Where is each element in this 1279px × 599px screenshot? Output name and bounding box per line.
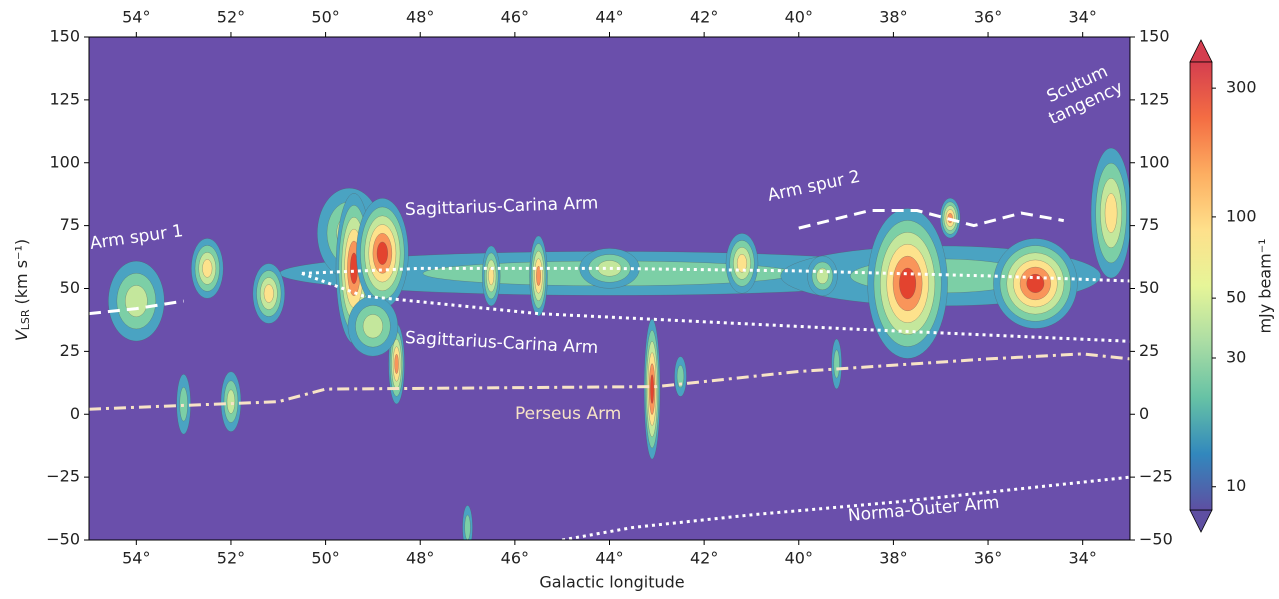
y-tick-label: 25: [60, 341, 80, 360]
emission: [899, 267, 917, 300]
x-tick-label: 48°: [406, 549, 434, 568]
x-tick-label-top: 36°: [974, 8, 1002, 27]
x-tick-label: 46°: [501, 549, 529, 568]
colorbar-tick-label: 100: [1226, 206, 1257, 225]
emission: [125, 285, 148, 318]
y-tick-label: −25: [46, 467, 80, 486]
emission: [676, 364, 685, 389]
colorbar-tick-label: 10: [1226, 476, 1246, 495]
emission: [202, 259, 213, 278]
plot-area: [89, 37, 1130, 540]
x-tick-label: 50°: [311, 549, 339, 568]
x-tick-label-top: 52°: [217, 8, 245, 27]
colorbar-extend-top: [1189, 39, 1213, 63]
arm-curve: [301, 266, 1130, 283]
x-tick-label: 34°: [1069, 549, 1097, 568]
y-tick-label-right: 150: [1139, 27, 1170, 46]
y-axis-label-text: VLSR (km s⁻¹): [12, 239, 33, 341]
y-tick-label-right: 25: [1139, 341, 1159, 360]
colorbar-tick-label: 30: [1226, 347, 1246, 366]
x-axis-label: Galactic longitude: [539, 573, 684, 592]
x-tick-label-top: 46°: [501, 8, 529, 27]
x-tick-label: 40°: [785, 549, 813, 568]
emission: [650, 374, 654, 404]
emission: [1104, 193, 1118, 233]
y-tick-label-right: 75: [1139, 215, 1159, 234]
emission: [226, 389, 236, 414]
emission: [488, 266, 495, 286]
x-tick-label-top: 42°: [690, 8, 718, 27]
arm-curve: [89, 299, 184, 316]
colorbar: [1189, 61, 1213, 511]
y-tick-label-right: 100: [1139, 152, 1170, 171]
arm-curve: [301, 272, 1130, 343]
y-label-subscript: LSR: [19, 309, 32, 330]
y-tick-label: 125: [49, 89, 80, 108]
y-axis-label: VLSR (km s⁻¹): [12, 239, 33, 341]
emission: [833, 349, 840, 379]
x-tick-label: 44°: [595, 549, 623, 568]
arm-curve: [561, 475, 1130, 540]
y-label-unit: (km s⁻¹): [12, 239, 31, 305]
arm-curve: [798, 209, 1065, 230]
x-tick-label-top: 44°: [595, 8, 623, 27]
emission: [394, 353, 399, 375]
emission: [263, 284, 274, 303]
y-tick-label-right: −25: [1139, 467, 1173, 486]
emission: [816, 267, 829, 285]
x-tick-label-top: 38°: [879, 8, 907, 27]
y-tick-label-right: 125: [1139, 89, 1170, 108]
x-tick-label: 54°: [122, 549, 150, 568]
y-tick-label-right: 0: [1139, 404, 1149, 423]
colorbar-tick-label: 300: [1226, 78, 1257, 97]
x-tick-label-top: 50°: [311, 8, 339, 27]
y-tick-label: 0: [70, 404, 80, 423]
y-label-symbol: V: [12, 329, 31, 341]
x-tick-label-top: 34°: [1069, 8, 1097, 27]
colorbar-tick-label: 50: [1226, 288, 1246, 307]
emission: [376, 241, 388, 265]
colorbar-label: mJy beam⁻¹: [1256, 238, 1275, 333]
y-tick-label: 100: [49, 152, 80, 171]
colorbar-extend-bottom: [1189, 509, 1213, 533]
x-tick-label-top: 54°: [122, 8, 150, 27]
x-tick-label: 42°: [690, 549, 718, 568]
colorbar-label-text: mJy beam⁻¹: [1256, 238, 1275, 333]
emission: [536, 265, 541, 286]
emission: [362, 314, 384, 339]
emission: [736, 254, 748, 273]
x-tick-label: 36°: [974, 549, 1002, 568]
annotation: Perseus Arm: [515, 404, 621, 424]
arm-curve: [89, 352, 1130, 411]
x-tick-label-top: 40°: [785, 8, 813, 27]
x-tick-label: 38°: [879, 549, 907, 568]
y-tick-label: 150: [49, 27, 80, 46]
y-tick-label-right: −50: [1139, 530, 1173, 549]
y-tick-label: 50: [60, 278, 80, 297]
emission: [1026, 273, 1045, 294]
y-tick-label: −50: [46, 530, 80, 549]
emission: [464, 514, 471, 540]
x-tick-label: 52°: [217, 549, 245, 568]
y-tick-label-right: 50: [1139, 278, 1159, 297]
y-tick-label: 75: [60, 215, 80, 234]
x-tick-label-top: 48°: [406, 8, 434, 27]
